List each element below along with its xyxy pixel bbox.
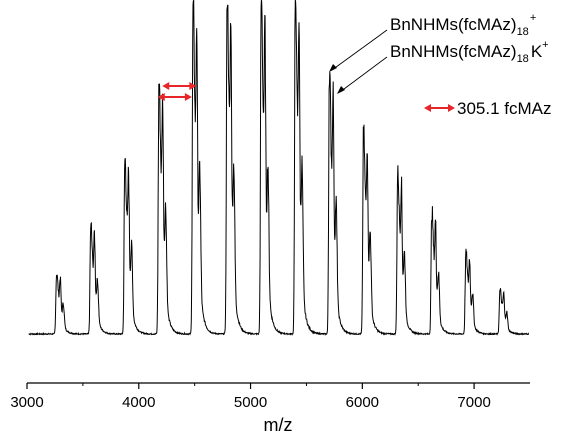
legend: 305.1 fcMAz bbox=[424, 99, 552, 118]
x-tick-label: 3000 bbox=[10, 394, 43, 411]
spacing-arrow-upper bbox=[162, 82, 197, 90]
x-axis: 3000 4000 5000 6000 7000 m/z bbox=[10, 382, 530, 435]
peak-spacing-arrows bbox=[157, 82, 197, 101]
legend-label: 305.1 fcMAz bbox=[457, 99, 552, 118]
annotation-ion-2-arrowhead bbox=[337, 86, 345, 94]
x-axis-title: m/z bbox=[264, 415, 293, 435]
x-tick-label: 6000 bbox=[346, 394, 379, 411]
x-tick-label: 7000 bbox=[457, 394, 490, 411]
annotation-ion-1-sub: 18 bbox=[517, 26, 529, 38]
annotation-ion-1-sup: + bbox=[530, 12, 536, 24]
annotation-ion-1-leader bbox=[331, 29, 388, 71]
legend-arrow-shape bbox=[424, 104, 455, 112]
annotation-ion-1-arrowhead bbox=[329, 64, 337, 72]
annotation-ion-2-leader bbox=[339, 56, 388, 93]
x-ticks: 3000 4000 5000 6000 7000 bbox=[10, 383, 491, 411]
spacing-arrow-lower bbox=[157, 93, 192, 101]
annotation-ion-1: BnNHMs(fcMAz)18+ bbox=[390, 12, 536, 38]
annotation-ion-2: BnNHMs(fcMAz)18 K+ bbox=[390, 39, 549, 65]
annotation-ion-2-suffix: K bbox=[531, 42, 543, 61]
spectrum-layer bbox=[28, 0, 530, 336]
peak-annotations: BnNHMs(fcMAz)18+ BnNHMs(fcMAz)18 K+ bbox=[329, 12, 549, 94]
annotation-ion-2-sub: 18 bbox=[517, 53, 529, 65]
annotation-ion-1-main: BnNHMs(fcMAz) bbox=[390, 15, 517, 34]
legend-double-arrow-icon bbox=[424, 104, 455, 112]
x-tick-label: 4000 bbox=[122, 394, 155, 411]
annotation-ion-2-main: BnNHMs(fcMAz) bbox=[390, 42, 517, 61]
annotation-ion-2-sup: + bbox=[542, 39, 548, 51]
x-tick-label: 5000 bbox=[234, 394, 267, 411]
spectrum-trace bbox=[28, 0, 530, 336]
